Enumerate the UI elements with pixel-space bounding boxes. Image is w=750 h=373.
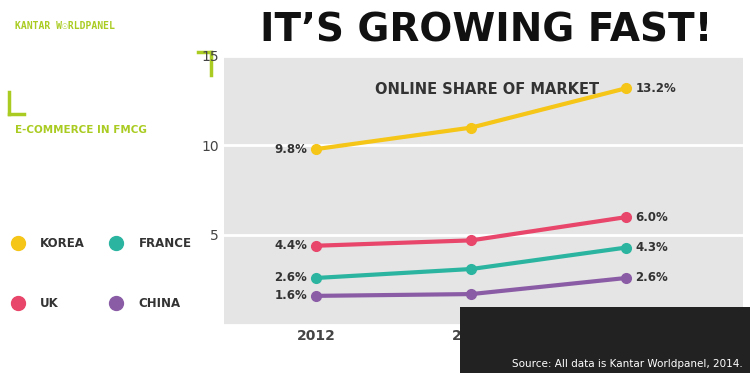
Text: 4.3%: 4.3% <box>635 241 668 254</box>
Text: E-COMMERCE IN FMCG: E-COMMERCE IN FMCG <box>16 125 147 135</box>
Text: 2.6%: 2.6% <box>635 272 668 285</box>
Text: SEVEN FACTS: SEVEN FACTS <box>26 73 183 93</box>
Text: 13.2%: 13.2% <box>635 82 676 95</box>
Text: KOREA: KOREA <box>40 237 85 250</box>
Text: UK: UK <box>40 297 58 310</box>
Text: 2.6%: 2.6% <box>274 272 308 285</box>
Text: 1.6%: 1.6% <box>274 289 308 303</box>
Text: 9.8%: 9.8% <box>274 142 308 156</box>
Text: IT’S GROWING FAST!: IT’S GROWING FAST! <box>260 11 713 49</box>
Text: 6.0%: 6.0% <box>635 211 668 223</box>
Text: ONLINE SHARE OF MARKET: ONLINE SHARE OF MARKET <box>375 82 598 97</box>
Text: CHINA: CHINA <box>139 297 181 310</box>
Text: FRANCE: FRANCE <box>139 237 191 250</box>
Text: Source: All data is Kantar Worldpanel, 2014.: Source: All data is Kantar Worldpanel, 2… <box>512 359 742 369</box>
Text: KANTAR W☉RLDPANEL: KANTAR W☉RLDPANEL <box>16 21 116 31</box>
Text: 4.4%: 4.4% <box>274 239 308 252</box>
